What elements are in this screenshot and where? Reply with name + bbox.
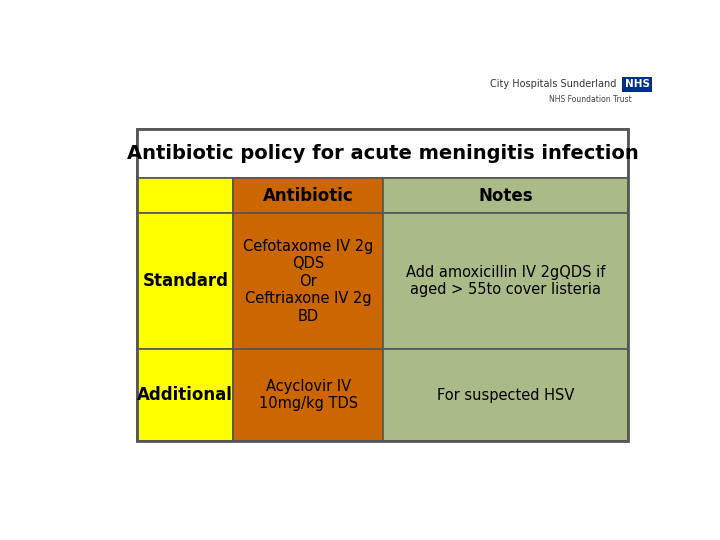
Bar	[233, 213, 383, 349]
Bar	[138, 129, 629, 178]
Bar	[233, 349, 383, 441]
Bar	[138, 213, 233, 349]
Text: Additional: Additional	[138, 386, 233, 404]
Text: Cefotaxome IV 2g
QDS
Or
Ceftriaxone IV 2g
BD: Cefotaxome IV 2g QDS Or Ceftriaxone IV 2…	[243, 239, 373, 323]
Text: Add amoxicillin IV 2gQDS if
aged > 55to cover listeria: Add amoxicillin IV 2gQDS if aged > 55to …	[406, 265, 606, 298]
Bar	[138, 178, 233, 213]
Bar	[383, 213, 629, 349]
Text: NHS: NHS	[624, 79, 649, 89]
Bar	[138, 129, 629, 441]
Bar	[383, 349, 629, 441]
Text: City Hospitals Sunderland: City Hospitals Sunderland	[490, 79, 623, 89]
Text: Antibiotic policy for acute meningitis infection: Antibiotic policy for acute meningitis i…	[127, 144, 639, 163]
Text: Standard: Standard	[143, 272, 228, 291]
Bar	[138, 349, 233, 441]
Text: For suspected HSV: For suspected HSV	[437, 388, 575, 403]
Text: NHS Foundation Trust: NHS Foundation Trust	[549, 94, 631, 104]
Bar	[233, 178, 383, 213]
Text: Antibiotic: Antibiotic	[263, 186, 354, 205]
Text: Acyclovir IV
10mg/kg TDS: Acyclovir IV 10mg/kg TDS	[258, 379, 358, 411]
Bar	[383, 178, 629, 213]
Text: Notes: Notes	[478, 186, 533, 205]
